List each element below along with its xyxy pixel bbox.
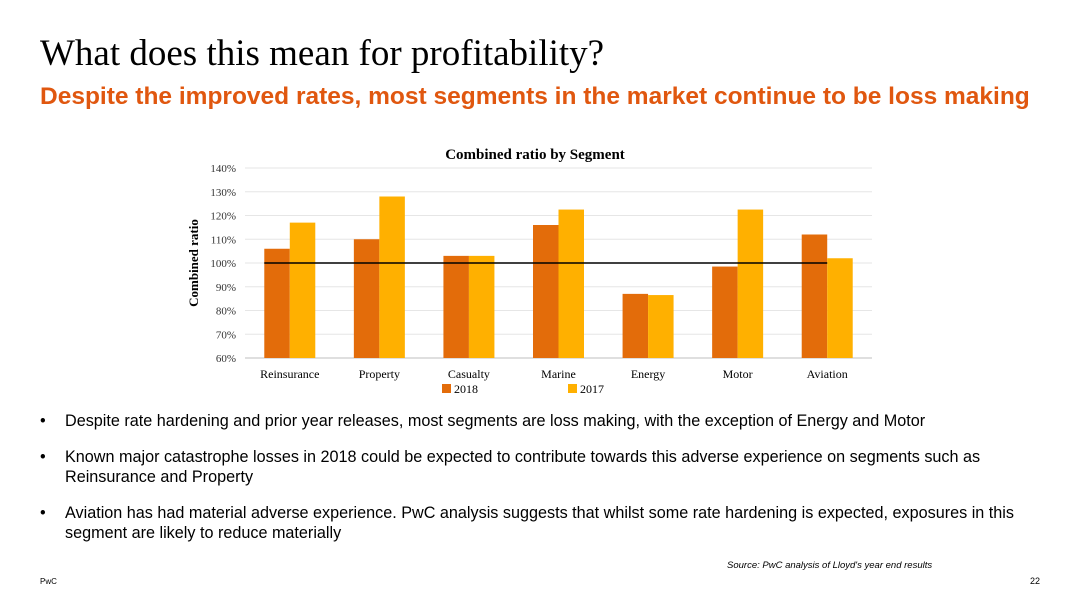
legend-swatch-2018 <box>442 384 451 393</box>
bullet-item: Known major catastrophe losses in 2018 c… <box>40 447 1030 487</box>
bar-2018-property <box>353 239 380 358</box>
bar-2017-reinsurance <box>289 222 316 358</box>
x-tick-label: Reinsurance <box>260 367 319 381</box>
footer-brand: PwC <box>40 577 57 586</box>
bullet-item: Aviation has had material adverse experi… <box>40 503 1030 543</box>
x-axis-ticks: Reinsurance Property Casualty Marine Energy M… <box>260 367 848 381</box>
x-tick-label: Motor <box>723 367 753 381</box>
source-note: Source: PwC analysis of Lloyd's year end… <box>727 560 933 571</box>
bar-2018-reinsurance <box>264 248 290 358</box>
bar-2018-aviation <box>801 234 828 358</box>
bar-2018-marine <box>533 225 559 358</box>
bars <box>264 196 853 358</box>
bar-2017-casualty <box>468 255 495 358</box>
y-tick-label: 110% <box>211 234 236 246</box>
legend-label: 2017 <box>580 382 604 396</box>
bar-2018-casualty <box>443 255 469 358</box>
x-tick-label: Property <box>359 367 400 381</box>
bar-2018-energy <box>622 293 649 358</box>
chart-title: Combined ratio by Segment <box>445 147 625 163</box>
slide-subtitle: Despite the improved rates, most segment… <box>40 83 1030 110</box>
combined-ratio-chart: Combined ratio by Segment Combined ratio… <box>186 147 872 396</box>
bar-2017-motor <box>737 209 764 358</box>
legend-swatch-2017 <box>568 384 577 393</box>
y-tick-label: 80% <box>216 306 236 318</box>
bar-2017-aviation <box>827 258 853 358</box>
y-tick-label: 60% <box>216 353 236 365</box>
y-tick-label: 130% <box>210 187 236 199</box>
bullet-item: Despite rate hardening and prior year re… <box>40 411 1030 431</box>
bullet-list: Despite rate hardening and prior year re… <box>40 411 1030 559</box>
legend: 2018 2017 <box>442 382 604 396</box>
y-tick-label: 140% <box>210 163 236 175</box>
legend-label: 2018 <box>454 382 478 396</box>
bar-2018-motor <box>712 266 738 358</box>
x-tick-label: Energy <box>631 367 665 381</box>
y-tick-label: 120% <box>210 211 236 223</box>
x-tick-label: Casualty <box>448 367 490 381</box>
x-tick-label: Marine <box>541 367 576 381</box>
y-tick-label: 90% <box>216 282 236 294</box>
y-tick-label: 100% <box>210 258 236 270</box>
page-number: 22 <box>1029 576 1040 586</box>
bar-2017-property <box>379 196 405 358</box>
bar-2017-marine <box>558 209 584 358</box>
y-tick-label: 70% <box>216 329 236 341</box>
y-axis-label: Combined ratio <box>186 219 201 307</box>
y-axis-ticks: 60% 70% 80% 90% 100% 110% 120% 130% 140% <box>210 163 236 365</box>
slide-title: What does this mean for profitability? <box>40 33 605 74</box>
bar-2017-energy <box>648 295 674 358</box>
x-tick-label: Aviation <box>807 367 848 381</box>
